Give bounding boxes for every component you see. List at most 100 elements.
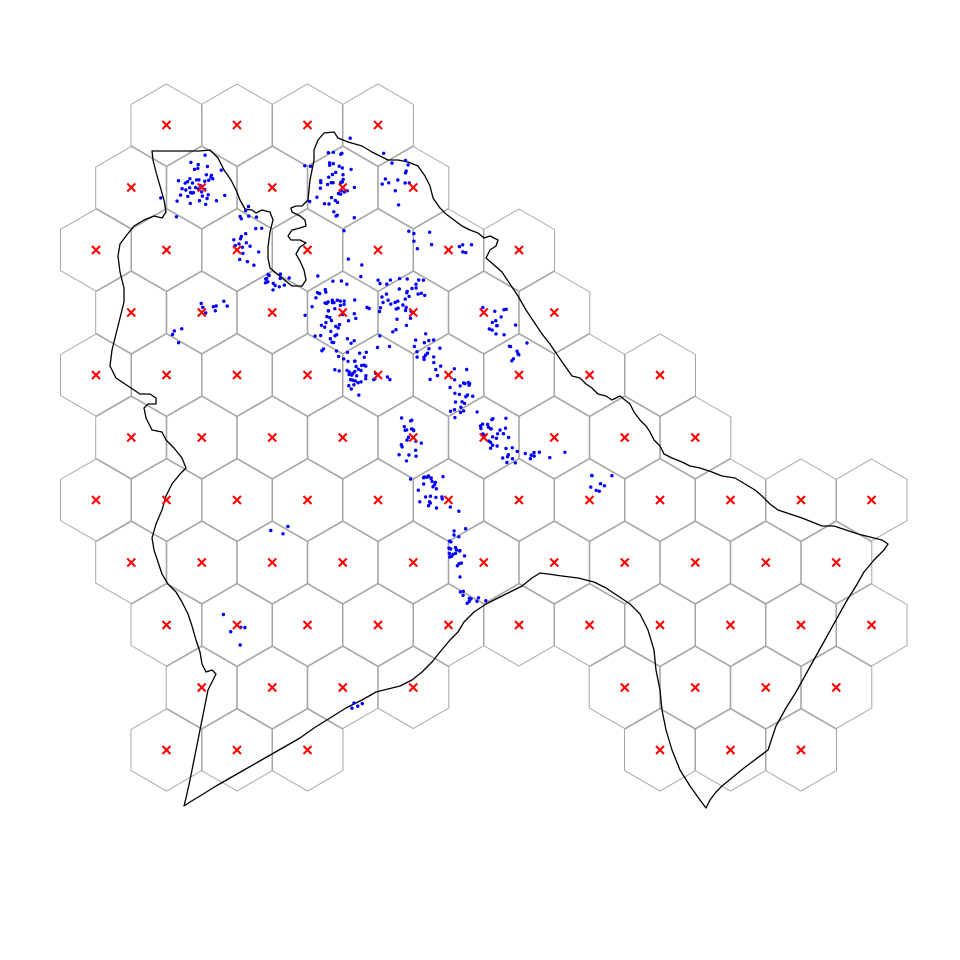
hex-center-cross-stroke (267, 557, 277, 568)
observation-point (326, 151, 330, 155)
observation-point (336, 354, 341, 359)
observation-point (308, 199, 312, 204)
observation-point (461, 250, 465, 254)
observation-point (232, 238, 236, 242)
observation-point (451, 552, 455, 556)
observation-point (331, 150, 336, 154)
observation-point (319, 333, 323, 338)
observation-point (354, 316, 358, 321)
observation-point (453, 400, 458, 404)
observation-point (326, 309, 331, 313)
hex-center-marker (725, 620, 736, 630)
hex-center-marker (514, 245, 524, 255)
observation-point (337, 369, 341, 373)
observation-point (265, 276, 269, 281)
observation-point (335, 298, 339, 302)
observation-point (427, 338, 431, 343)
observation-point (513, 323, 518, 327)
observation-point (452, 408, 457, 412)
observation-point (458, 384, 462, 388)
observation-point (354, 364, 358, 369)
observation-point (334, 214, 338, 218)
observation-point (346, 257, 350, 261)
observation-point (331, 279, 335, 283)
observation-point (441, 474, 445, 479)
observation-point (353, 369, 357, 374)
observation-point (357, 351, 362, 355)
hex-center-marker (408, 682, 418, 693)
hex-center-marker (655, 745, 665, 755)
observation-point (403, 171, 408, 175)
observation-point (388, 377, 392, 382)
observation-point (529, 453, 533, 457)
hex-cell (835, 458, 908, 542)
observation-point (405, 277, 409, 281)
observation-point (431, 338, 436, 342)
observation-point (340, 166, 344, 170)
observation-point (448, 409, 453, 413)
hex-center-marker (620, 432, 630, 443)
observation-point (339, 192, 343, 196)
hex-center-cross-stroke (725, 495, 736, 505)
hex-center-cross-stroke (91, 495, 101, 505)
observation-point (359, 368, 363, 373)
hex-center-cross-stroke (338, 182, 348, 193)
hex-center-marker (338, 682, 348, 693)
hex-center-cross-stroke (549, 307, 559, 318)
hex-center-marker (831, 557, 841, 568)
observation-point (386, 298, 390, 302)
observation-point (252, 263, 256, 267)
observation-point (396, 178, 400, 182)
observation-point (219, 168, 223, 172)
observation-point (408, 477, 413, 481)
observation-point (350, 706, 354, 710)
hex-center-cross-stroke (161, 245, 172, 255)
observation-point (447, 546, 451, 550)
observation-point (491, 417, 495, 421)
observation-point (428, 494, 433, 498)
observation-point (330, 340, 334, 344)
hex-center-marker (161, 620, 172, 630)
observation-point (184, 188, 188, 192)
observation-point (380, 295, 384, 299)
observation-point (378, 334, 382, 338)
observation-point (403, 297, 407, 301)
observation-point (338, 303, 343, 308)
observation-point (396, 203, 401, 207)
observation-point (178, 193, 183, 197)
observation-point (346, 319, 351, 323)
hex-center-marker (373, 620, 383, 630)
observation-point (352, 359, 357, 363)
observation-point (510, 457, 515, 461)
hex-center-cross-stroke (338, 557, 348, 568)
observation-point (487, 327, 491, 331)
observation-point (489, 427, 493, 431)
observation-point (479, 426, 483, 431)
observation-point (356, 367, 361, 371)
observation-point (199, 190, 204, 194)
observation-point (412, 344, 417, 349)
observation-point (439, 364, 443, 368)
observation-point (423, 495, 428, 499)
observation-point (490, 435, 495, 439)
observation-point (387, 181, 391, 185)
observation-point (425, 475, 429, 479)
observation-point (506, 435, 511, 440)
observation-point (407, 229, 411, 233)
hex-center-marker (302, 370, 313, 380)
observation-point (407, 453, 411, 457)
observation-point (501, 456, 505, 460)
hex-center-cross-stroke (232, 495, 242, 505)
observation-point (211, 177, 215, 181)
observation-point (503, 426, 508, 430)
observation-point (515, 449, 519, 454)
observation-point (186, 194, 190, 199)
observation-point (462, 554, 467, 558)
observation-point (332, 210, 336, 214)
observation-point (175, 199, 179, 203)
observation-point (257, 250, 261, 254)
hex-center-cross-stroke (514, 245, 524, 255)
observation-point (196, 166, 200, 171)
hex-center-cross-stroke (831, 557, 841, 568)
